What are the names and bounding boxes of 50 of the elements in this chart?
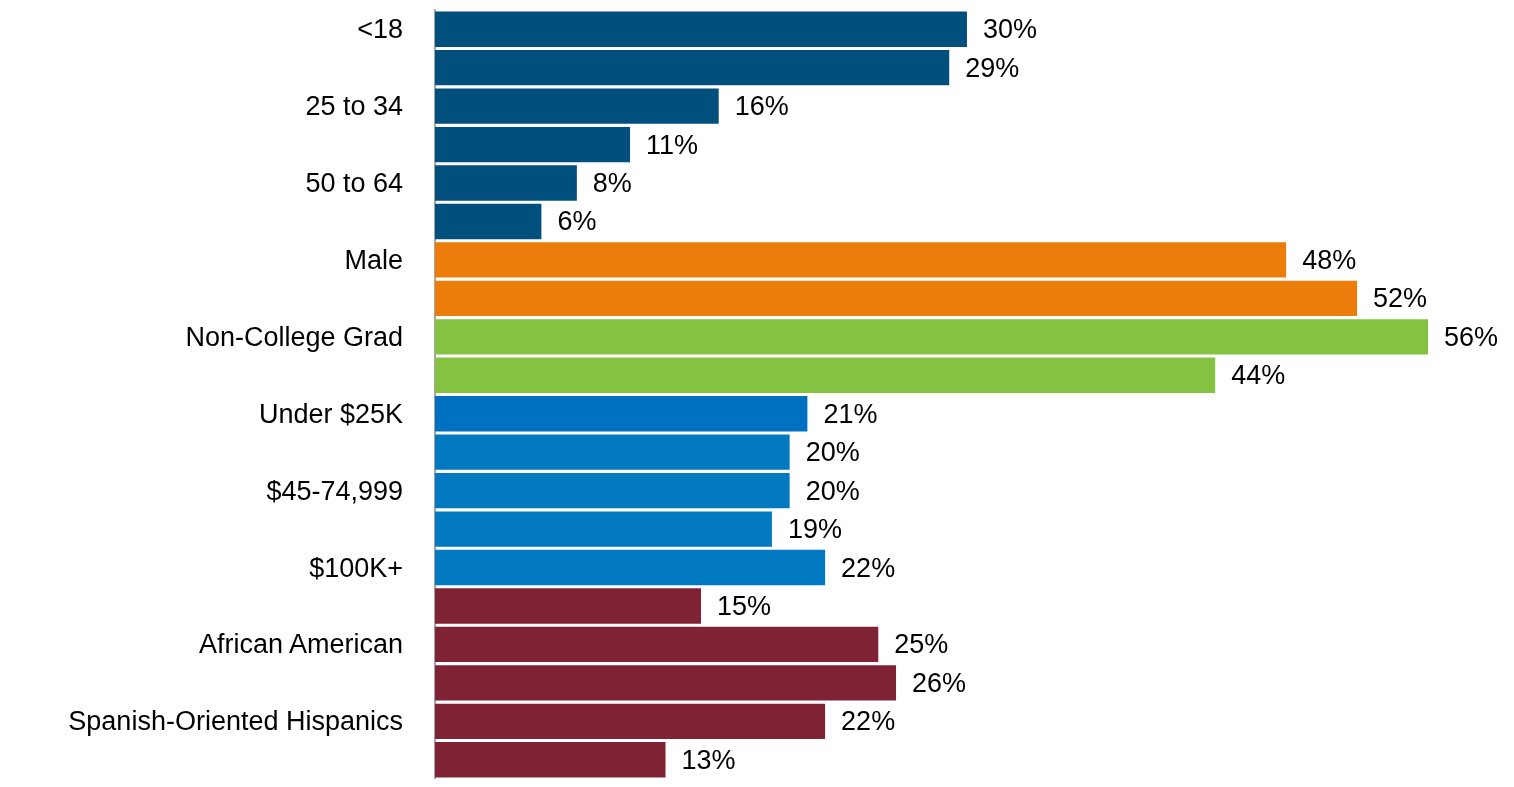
y-tick-label: African American [198,629,403,660]
data-label: 20% [805,437,860,468]
bar [435,434,790,470]
bar [435,472,790,509]
bar [435,396,808,432]
bar [435,88,719,124]
data-label: 6% [557,206,597,237]
bar [435,626,879,663]
y-tick-label: 50 to 64 [305,168,403,199]
bar [435,588,701,624]
bar [435,703,826,740]
bar [435,319,1428,355]
bar [435,242,1287,278]
data-label: 25% [894,629,949,660]
y-tick-label: 25 to 34 [305,91,403,122]
data-label: 22% [841,706,896,737]
data-label: 56% [1444,321,1499,352]
bar [435,126,631,163]
bar [435,11,967,47]
bar [435,280,1358,317]
data-label: 21% [823,398,878,429]
data-label: 29% [965,52,1020,83]
bar [435,203,542,240]
y-tick-label: $45-74,999 [266,475,403,506]
data-label: 13% [681,744,736,775]
bar [435,549,826,586]
bar [435,357,1216,393]
data-label: 20% [805,475,860,506]
y-tick-label: Spanish-Oriented Hispanics [68,706,403,737]
data-label: 8% [592,168,632,199]
y-tick-label: Non-College Grad [185,321,403,352]
bar [435,742,666,778]
data-label: 30% [982,14,1038,45]
data-label: 11% [646,129,699,160]
bar [435,49,950,86]
y-tick-label: $100K+ [309,552,403,583]
bar [435,665,897,701]
data-label: 19% [787,514,842,545]
data-label: 52% [1373,283,1428,314]
data-label: 48% [1302,244,1357,275]
y-tick-label: Under $25K [258,398,403,429]
data-label: 26% [912,667,967,698]
data-label: 44% [1231,360,1286,391]
bar [435,511,772,547]
data-label: 22% [841,552,896,583]
data-label: 15% [716,590,772,621]
y-tick-label: Male [344,244,403,275]
y-tick-label: <18 [357,14,403,45]
bar [435,165,577,201]
data-label: 16% [734,91,789,122]
